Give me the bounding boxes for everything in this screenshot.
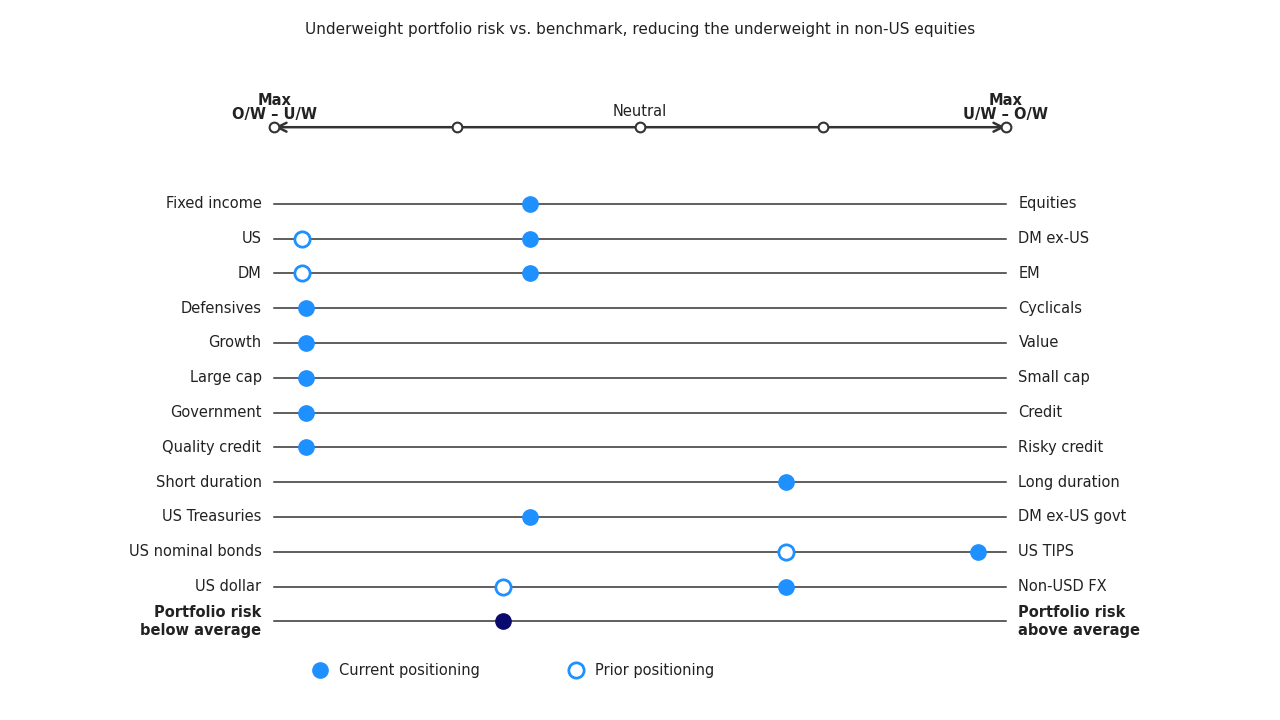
- Text: Cyclicals: Cyclicals: [1019, 301, 1083, 315]
- Text: US nominal bonds: US nominal bonds: [129, 544, 261, 559]
- Text: US dollar: US dollar: [196, 579, 261, 594]
- Text: Short duration: Short duration: [156, 474, 261, 490]
- Text: Long duration: Long duration: [1019, 474, 1120, 490]
- Text: Portfolio risk
below average: Portfolio risk below average: [141, 605, 261, 638]
- Text: Defensives: Defensives: [180, 301, 261, 315]
- Text: Credit: Credit: [1019, 405, 1062, 420]
- Text: Portfolio risk
above average: Portfolio risk above average: [1019, 605, 1140, 638]
- Text: Growth: Growth: [209, 336, 261, 351]
- Text: Fixed income: Fixed income: [165, 197, 261, 211]
- Text: Government: Government: [170, 405, 261, 420]
- Text: Max: Max: [989, 93, 1023, 108]
- Text: US Treasuries: US Treasuries: [163, 510, 261, 524]
- Text: EM: EM: [1019, 266, 1041, 281]
- Text: Quality credit: Quality credit: [163, 440, 261, 455]
- Text: DM ex-US: DM ex-US: [1019, 231, 1089, 246]
- Text: DM ex-US govt: DM ex-US govt: [1019, 510, 1126, 524]
- Text: Neutral: Neutral: [613, 104, 667, 119]
- Text: Underweight portfolio risk vs. benchmark, reducing the underweight in non-US equ: Underweight portfolio risk vs. benchmark…: [305, 22, 975, 37]
- Text: Large cap: Large cap: [189, 370, 261, 385]
- Text: Max: Max: [257, 93, 291, 108]
- Text: US: US: [242, 231, 261, 246]
- Text: US TIPS: US TIPS: [1019, 544, 1074, 559]
- Text: Prior positioning: Prior positioning: [595, 662, 714, 678]
- Text: U/W – O/W: U/W – O/W: [964, 107, 1048, 122]
- Text: Equities: Equities: [1019, 197, 1076, 211]
- Text: DM: DM: [238, 266, 261, 281]
- Text: Risky credit: Risky credit: [1019, 440, 1103, 455]
- Text: O/W – U/W: O/W – U/W: [232, 107, 316, 122]
- Text: Value: Value: [1019, 336, 1059, 351]
- Text: Non-USD FX: Non-USD FX: [1019, 579, 1107, 594]
- Text: Small cap: Small cap: [1019, 370, 1091, 385]
- Text: Current positioning: Current positioning: [339, 662, 480, 678]
